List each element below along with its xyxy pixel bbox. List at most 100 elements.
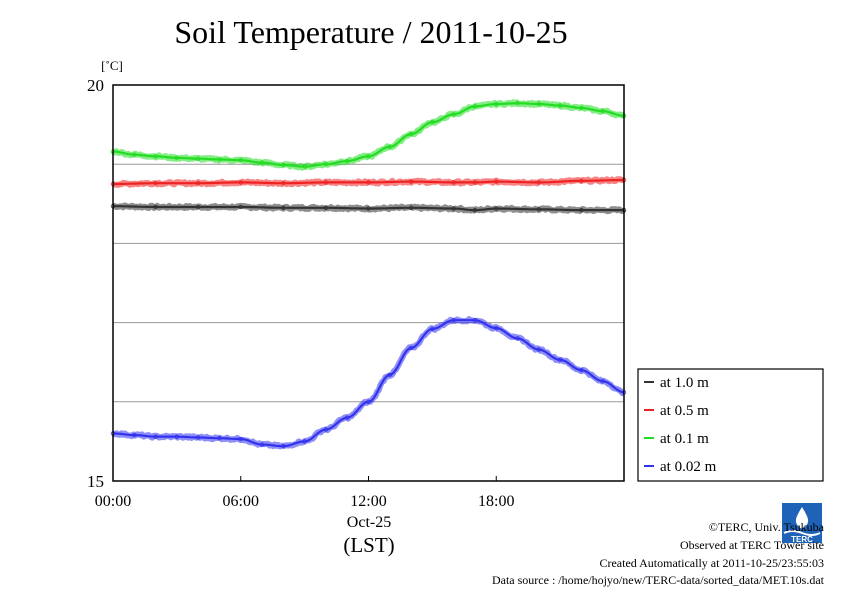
series-layer — [110, 99, 627, 450]
series-0-point-8 — [451, 206, 456, 211]
logo-text: TERC — [791, 535, 813, 543]
series-2-point-17 — [472, 104, 478, 109]
series-2-point-13 — [387, 144, 392, 149]
y-axis-unit: [˚C] — [101, 58, 123, 73]
x-tick-label-3: 18:00 — [478, 493, 514, 510]
series-1-point-1 — [153, 181, 158, 186]
chart-title: Soil Temperature / 2011-10-25 — [174, 14, 568, 50]
x-tick-label-2: 12:00 — [350, 493, 386, 510]
series-1-point-7 — [408, 179, 414, 184]
series-2-point-7 — [259, 160, 265, 165]
series-1-point-3 — [238, 180, 243, 185]
series-3-point-8 — [281, 443, 286, 449]
series-0-point-4 — [281, 205, 286, 210]
series-0-point-11 — [536, 207, 542, 212]
series-1-point-8 — [451, 180, 456, 185]
x-tick-label-0: 00:00 — [95, 493, 131, 510]
series-2-point-18 — [494, 101, 499, 107]
credit-copyright: ©TERC, Univ. Tsukuba — [708, 520, 824, 534]
x-unit-label: (LST) — [343, 533, 394, 557]
legend: at 1.0 m at 0.5 m at 0.1 m at 0.02 m — [637, 368, 824, 482]
series-3 — [110, 316, 627, 450]
series-0-point-10 — [494, 206, 499, 211]
series-2-point-4 — [195, 156, 201, 161]
series-1-point-11 — [536, 180, 542, 185]
series-line-1 — [113, 178, 624, 186]
series-2-point-12 — [366, 154, 371, 159]
credit-observed: Observed at TERC Tower site — [679, 538, 824, 552]
series-2-point-1 — [132, 152, 137, 157]
series-2-point-22 — [579, 105, 584, 111]
x-date-label: Oct-25 — [347, 514, 391, 531]
series-0-point-5 — [323, 205, 329, 210]
series-3-point-3 — [174, 434, 180, 439]
series-2-point-20 — [536, 101, 542, 107]
legend-label-0: at 1.0 m — [660, 375, 709, 391]
series-2-point-14 — [408, 131, 414, 137]
series-1-point-5 — [323, 180, 329, 185]
credit-source: Data source : /home/hojyo/new/TERC-data/… — [491, 573, 824, 587]
axis-ticks: 00:00 06:00 12:00 18:00 20 15 — [87, 76, 514, 510]
series-3-point-5 — [217, 436, 222, 441]
series-2-point-19 — [515, 101, 520, 106]
series-3-point-19 — [515, 336, 520, 341]
series-1-point-2 — [195, 181, 201, 186]
series-3-point-21 — [557, 357, 563, 363]
series-3-point-17 — [472, 318, 478, 323]
series-line-2 — [112, 102, 625, 168]
series-2 — [110, 99, 627, 171]
series-0-point-3 — [238, 204, 243, 210]
series-3-point-18 — [494, 325, 499, 331]
series-2-point-23 — [600, 108, 605, 114]
series-0-point-12 — [579, 207, 584, 213]
legend-label-3: at 0.02 m — [660, 459, 717, 475]
series-1-point-12 — [579, 178, 584, 184]
series-2-point-10 — [323, 161, 329, 167]
series-2-point-8 — [281, 162, 286, 168]
series-3-point-10 — [323, 427, 329, 432]
series-3-point-4 — [195, 435, 201, 440]
series-0-point-1 — [153, 204, 158, 210]
series-3-point-20 — [536, 347, 542, 352]
series-1-point-4 — [281, 181, 286, 186]
series-0-point-9 — [472, 207, 478, 213]
series-2-point-2 — [153, 154, 158, 159]
series-line-0 — [113, 205, 624, 212]
series-0-point-7 — [408, 205, 414, 210]
series-0 — [110, 202, 627, 215]
series-2-point-15 — [430, 120, 435, 125]
series-3-point-12 — [366, 399, 371, 404]
series-2-point-16 — [451, 112, 456, 117]
series-2-point-11 — [345, 158, 350, 164]
series-3-point-2 — [153, 434, 158, 439]
series-3-point-14 — [408, 345, 414, 351]
series-1-point-10 — [494, 179, 499, 184]
series-0-point-6 — [366, 206, 371, 211]
legend-box — [637, 368, 824, 482]
series-0-point-2 — [195, 204, 201, 210]
legend-label-2: at 0.1 m — [660, 431, 709, 447]
series-3-point-7 — [259, 442, 265, 447]
series-2-point-3 — [174, 155, 180, 161]
series-3-point-1 — [132, 432, 137, 438]
series-1-point-6 — [366, 180, 371, 185]
series-1-point-9 — [472, 180, 478, 185]
series-3-point-6 — [238, 436, 243, 442]
series-3-point-9 — [302, 439, 307, 444]
plot-frame — [112, 84, 625, 482]
series-band-3 — [111, 316, 626, 450]
legend-label-1: at 0.5 m — [660, 403, 709, 419]
series-1 — [110, 176, 627, 188]
gridlines — [113, 163, 624, 403]
series-3-point-11 — [345, 415, 350, 420]
series-2-point-5 — [217, 157, 222, 162]
series-3-point-16 — [451, 318, 456, 323]
series-3-point-22 — [579, 367, 584, 373]
y-tick-label-0: 20 — [87, 76, 104, 95]
y-tick-label-1: 15 — [87, 472, 104, 491]
series-2-point-6 — [238, 158, 243, 163]
series-2-point-21 — [557, 103, 563, 108]
terc-logo: TERC — [782, 503, 822, 543]
series-line-3 — [113, 319, 625, 448]
